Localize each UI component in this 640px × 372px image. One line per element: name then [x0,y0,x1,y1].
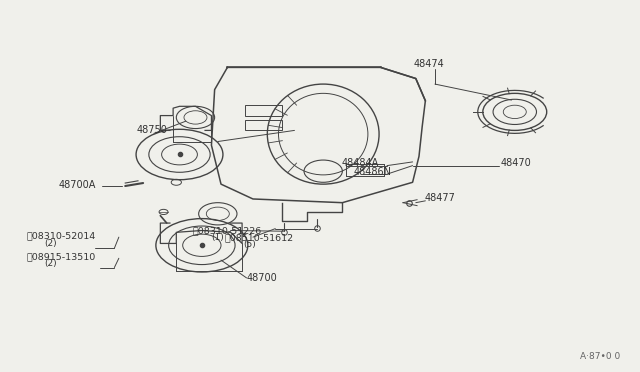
Text: Ⓜ08915-13510: Ⓜ08915-13510 [26,252,95,261]
Text: (2): (2) [44,259,57,268]
Text: 48474: 48474 [413,60,444,70]
Text: A·87•0 0: A·87•0 0 [580,352,620,361]
Text: 48477: 48477 [424,193,455,203]
Text: 48750: 48750 [137,125,168,135]
Text: Ⓢ08310-52014: Ⓢ08310-52014 [26,231,95,241]
Text: 48700: 48700 [246,273,277,283]
Text: (1): (1) [211,233,224,243]
Text: (5): (5) [243,240,256,249]
Bar [244,120,282,131]
Text: 48470: 48470 [500,158,531,168]
Text: Ⓢ08510-51612: Ⓢ08510-51612 [224,233,293,243]
Text: 48486N: 48486N [353,167,391,177]
Text: (2): (2) [44,239,57,248]
Text: 48700A: 48700A [58,180,95,190]
Text: 48484A: 48484A [341,158,378,168]
Bar [244,105,282,116]
Text: Ⓢ08310-51226: Ⓢ08310-51226 [192,226,262,235]
